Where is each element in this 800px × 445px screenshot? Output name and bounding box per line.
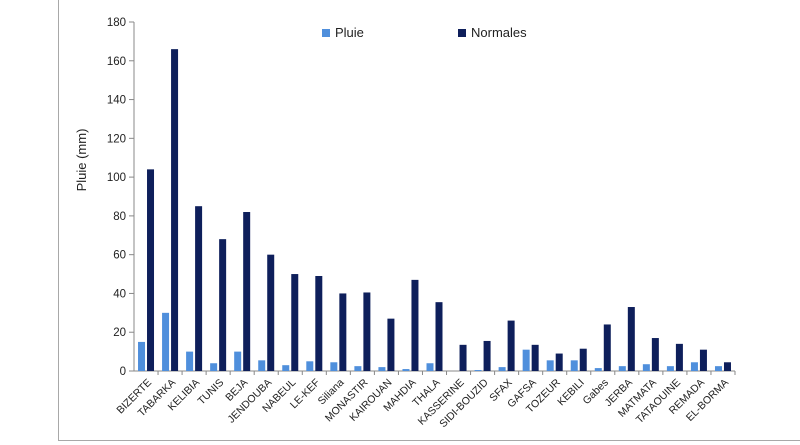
bar-normales-jendouba bbox=[267, 254, 275, 371]
y-tick-label: 60 bbox=[113, 250, 126, 262]
y-tick-label: 140 bbox=[107, 95, 126, 107]
bar-pluie-monastir bbox=[354, 366, 362, 371]
chart-frame bbox=[58, 0, 800, 441]
bar-pluie-tataouine bbox=[666, 366, 674, 371]
y-tick-label: 40 bbox=[113, 288, 126, 300]
bar-normales-bizerte bbox=[147, 169, 155, 371]
bar-pluie-jendouba bbox=[258, 360, 266, 371]
bar-normales-tabarka bbox=[171, 49, 179, 372]
bar-pluie-beja bbox=[234, 351, 242, 371]
bar-pluie-mahdia bbox=[402, 369, 410, 371]
bar-pluie-remada bbox=[690, 362, 698, 371]
bar-pluie-el-borma bbox=[714, 366, 722, 371]
y-tick-label: 120 bbox=[107, 133, 126, 145]
bar-pluie-nabeul bbox=[282, 365, 290, 371]
bar-pluie-gabes bbox=[594, 368, 602, 371]
legend-swatch-normales bbox=[458, 29, 466, 37]
bar-normales-gafsa bbox=[531, 344, 539, 371]
bar-pluie-thala bbox=[426, 363, 434, 371]
bar-pluie-bizerte bbox=[138, 341, 146, 371]
bar-normales-jerba bbox=[627, 307, 635, 371]
bar-pluie-kebili bbox=[570, 360, 578, 371]
bar-pluie-tozeur bbox=[546, 360, 554, 371]
bar-pluie-kelibia bbox=[186, 351, 194, 371]
bar-normales-sidi-bouzid bbox=[483, 340, 491, 371]
bar-normales-beja bbox=[243, 212, 251, 371]
legend: Pluie Normales bbox=[322, 25, 527, 40]
x-tick-label: KEBILI bbox=[555, 377, 587, 409]
bar-normales-tozeur bbox=[555, 353, 563, 371]
bar-normales-kebili bbox=[579, 348, 587, 371]
y-tick-label: 160 bbox=[107, 56, 126, 68]
bar-pluie-sfax bbox=[498, 367, 506, 371]
bar-normales-tataouine bbox=[675, 343, 683, 371]
legend-label-normales: Normales bbox=[471, 25, 527, 40]
bar-normales-tunis bbox=[219, 239, 227, 371]
bar-pluie-sidi-bouzid bbox=[474, 370, 482, 371]
bar-pluie-tabarka bbox=[162, 312, 170, 371]
bar-normales-nabeul bbox=[291, 274, 299, 371]
bar-normales-remada bbox=[699, 349, 707, 371]
y-tick-label: 100 bbox=[107, 172, 126, 184]
bar-normales-sfax bbox=[507, 320, 515, 371]
bar-pluie-tunis bbox=[210, 363, 218, 371]
bar-pluie-le-kef bbox=[306, 361, 314, 371]
legend-swatch-pluie bbox=[322, 29, 330, 37]
bar-normales-kelibia bbox=[195, 206, 203, 371]
bar-normales-el-borma bbox=[723, 362, 731, 371]
bar-pluie-kairouan bbox=[378, 367, 386, 371]
y-tick-label: 80 bbox=[113, 211, 126, 223]
bar-normales-matmata bbox=[651, 338, 659, 371]
y-tick-label: 0 bbox=[120, 366, 126, 378]
bar-pluie-jerba bbox=[618, 366, 626, 371]
bars bbox=[138, 49, 731, 372]
bar-pluie-siliana bbox=[330, 362, 338, 371]
bar-normales-siliana bbox=[339, 293, 347, 371]
bar-normales-gabes bbox=[603, 324, 611, 371]
bar-pluie-matmata bbox=[642, 364, 650, 371]
bar-normales-le-kef bbox=[315, 275, 323, 371]
y-tick-label: 20 bbox=[113, 327, 126, 339]
axes: 0 20 40 60 80 100 120 140 160 180 bbox=[107, 17, 736, 378]
y-tick-label: 180 bbox=[107, 17, 126, 29]
x-tick-label: TUNIS bbox=[196, 377, 227, 408]
bar-normales-mahdia bbox=[411, 279, 419, 371]
bar-normales-kasserine bbox=[459, 344, 467, 371]
x-tick-labels: BIZERTETABARKAKELIBIATUNISBEJAJENDOUBANA… bbox=[114, 376, 731, 430]
bar-normales-kairouan bbox=[387, 318, 395, 371]
bar-normales-thala bbox=[435, 302, 443, 371]
bar-pluie-gafsa bbox=[522, 349, 530, 371]
legend-label-pluie: Pluie bbox=[335, 25, 364, 40]
bar-normales-monastir bbox=[363, 292, 371, 371]
y-axis-label: Pluie (mm) bbox=[74, 129, 89, 192]
